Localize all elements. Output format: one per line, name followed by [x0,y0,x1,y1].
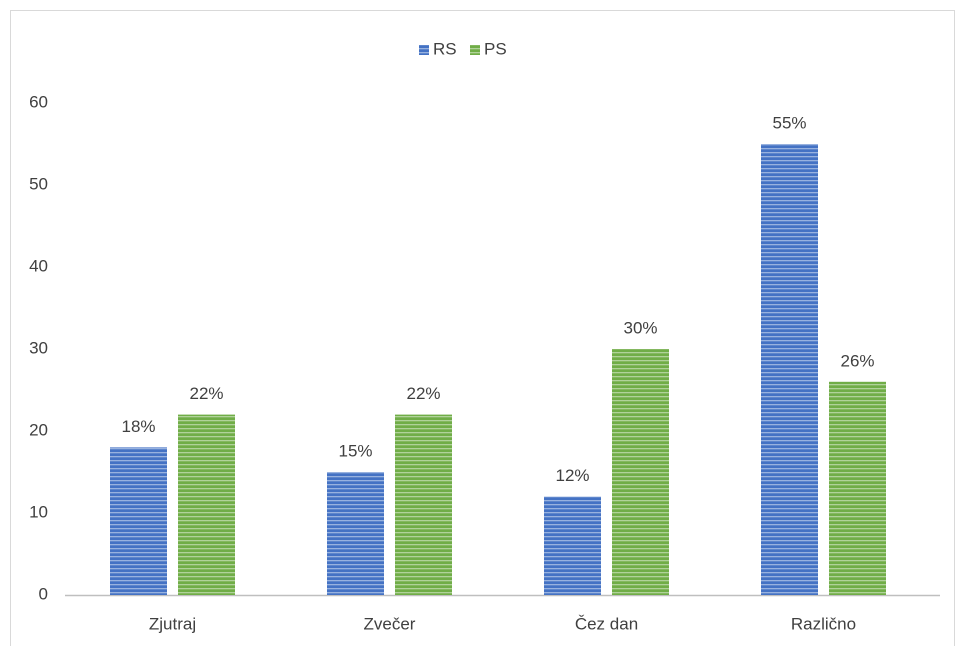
data-label: 26% [840,351,874,370]
legend-swatch [470,45,480,55]
y-tick-label: 60 [29,92,48,111]
y-tick-label: 20 [29,420,48,439]
legend-label: PS [484,39,507,58]
data-label: 55% [772,113,806,132]
y-tick-label: 40 [29,256,48,275]
legend-swatch [419,45,429,55]
y-tick-label: 50 [29,174,48,193]
y-tick-label: 10 [29,502,48,521]
data-label: 30% [623,318,657,337]
data-label: 12% [555,466,589,485]
legend-label: RS [433,39,457,58]
y-tick-label: 30 [29,338,48,357]
data-label: 18% [121,417,155,436]
data-label: 22% [189,384,223,403]
bar [178,414,235,595]
data-label: 22% [406,384,440,403]
bar [327,472,384,595]
x-tick-label: Čez dan [575,614,638,633]
bar [395,414,452,595]
bar [110,447,167,595]
x-tick-label: Zjutraj [149,614,196,633]
y-tick-label: 0 [39,584,48,603]
x-tick-label: Zvečer [364,614,416,633]
bar [544,496,601,595]
bar [829,381,886,595]
bar [761,144,818,595]
x-tick-label: Različno [791,614,856,633]
bar [612,349,669,595]
data-label: 15% [338,441,372,460]
